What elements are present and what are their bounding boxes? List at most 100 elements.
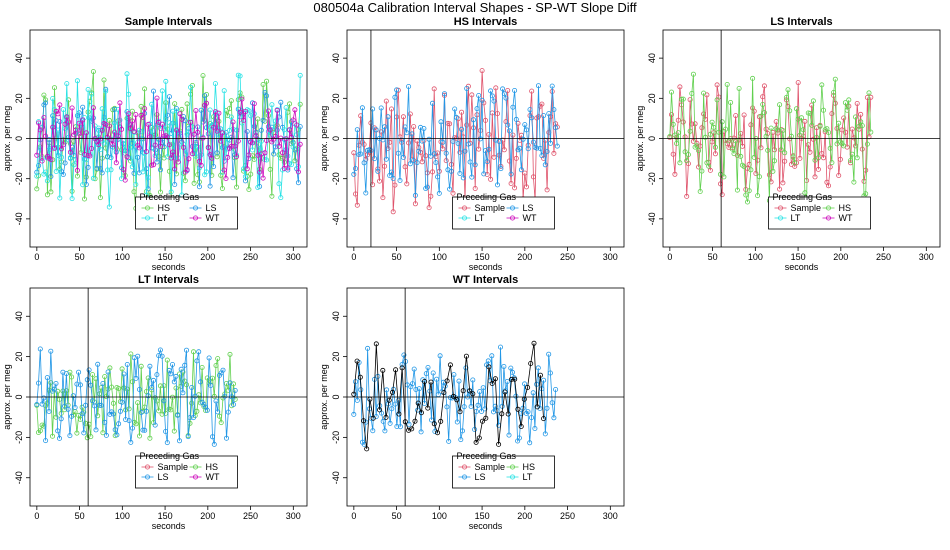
figure-title: 080504a Calibration Interval Shapes - SP… [313,0,637,15]
data-point-ls [178,366,184,372]
data-point-ls [365,345,371,351]
data-point-wt [228,143,234,149]
data-point-wt [57,102,63,108]
panel-title: Sample Intervals [125,16,212,28]
y-tick-label: -40 [647,212,657,225]
data-point-lt [249,147,255,153]
data-point-self [502,389,508,395]
data-point-lt [182,151,188,157]
data-point-wt [127,126,133,132]
data-point-lt [278,195,284,201]
data-point-ls [388,169,394,175]
data-point-self [518,423,524,429]
data-point-wt [168,155,174,161]
data-point-ls [102,419,108,425]
data-point-ls [482,406,488,412]
data-point-hs [157,189,163,195]
data-point-self [531,340,537,346]
data-point-ls [522,122,528,128]
data-point-ls [464,86,470,92]
data-point-ls [546,351,552,357]
data-point-ls [390,175,396,181]
data-point-self [463,353,469,359]
data-point-hs [746,188,752,194]
data-point-hs [161,383,167,389]
data-point-ls [295,180,301,186]
legend-label-hs: HS [206,462,219,472]
data-point-ls [492,403,498,409]
data-point-ls [95,361,101,367]
legend-marker-lt [461,215,467,221]
data-point-ls [554,143,560,149]
data-point-sample [522,170,528,176]
legend-marker-wt [509,215,515,221]
y-tick-label: 20 [14,352,24,362]
data-point-ls [468,403,474,409]
data-point-wt [218,138,224,144]
data-point-ls [451,372,457,378]
data-point-ls [225,409,231,415]
data-point-hs [701,90,707,96]
data-point-sample [513,155,519,161]
data-point-lt [50,96,56,102]
legend-marker-ls [461,474,467,480]
series-line-hs [36,351,236,439]
data-point-hs [783,95,789,101]
data-point-ls [198,107,204,113]
data-point-hs [103,145,109,151]
data-point-hs [48,189,54,195]
data-point-ls [459,428,465,434]
legend-marker-lt [778,215,784,221]
data-point-ls [406,84,412,90]
data-point-ls [196,349,202,355]
data-point-hs [794,106,800,112]
data-point-ls [508,365,514,371]
panel-2: HS Intervals 0 50 100 150 200 250 300 -40 -20 0 20 4… [319,16,625,272]
data-point-sample [459,109,465,115]
data-point-ls [417,124,423,130]
data-point-sample [675,117,681,123]
data-point-hs [248,171,254,177]
legend-label-wt: WT [523,213,537,223]
data-point-hs [694,143,700,149]
data-point-self [434,430,440,436]
data-point-wt [184,167,190,173]
data-point-ls [524,127,530,133]
data-point-self [393,367,399,373]
data-point-sample [539,101,545,107]
data-point-hs [685,152,691,158]
x-axis-label: seconds [469,262,503,272]
data-point-ls [503,95,509,101]
data-point-hs [770,168,776,174]
plot-area [34,346,238,447]
data-point-sample [400,114,406,120]
data-point-ls [548,140,554,146]
data-point-hs [812,157,818,163]
data-point-hs [55,388,61,394]
data-point-ls [529,415,535,421]
data-point-wt [48,157,54,163]
panel-5: WT Intervals 0 50 100 150 200 250 300 -40 -20 0 20 4… [319,274,625,531]
legend-label-wt: WT [839,213,853,223]
data-point-ls [529,115,535,121]
data-point-ls [156,353,162,359]
data-point-ls [97,402,103,408]
data-point-ls [164,440,170,446]
data-point-ls [154,159,160,165]
x-tick-label: 150 [158,252,173,262]
data-point-sample [766,172,772,178]
y-tick-label: -40 [14,212,24,225]
data-point-hs [768,125,774,131]
data-point-self [399,365,405,371]
data-point-ls [436,190,442,196]
y-axis-label: approx. per meg [319,106,329,172]
data-point-sample [431,86,437,92]
data-point-ls [450,138,456,144]
data-point-hs [677,160,683,166]
data-point-hs [669,89,675,95]
data-point-lt [108,167,114,173]
data-point-ls [501,363,507,369]
data-point-wt [143,149,149,155]
data-point-ls [361,160,367,166]
